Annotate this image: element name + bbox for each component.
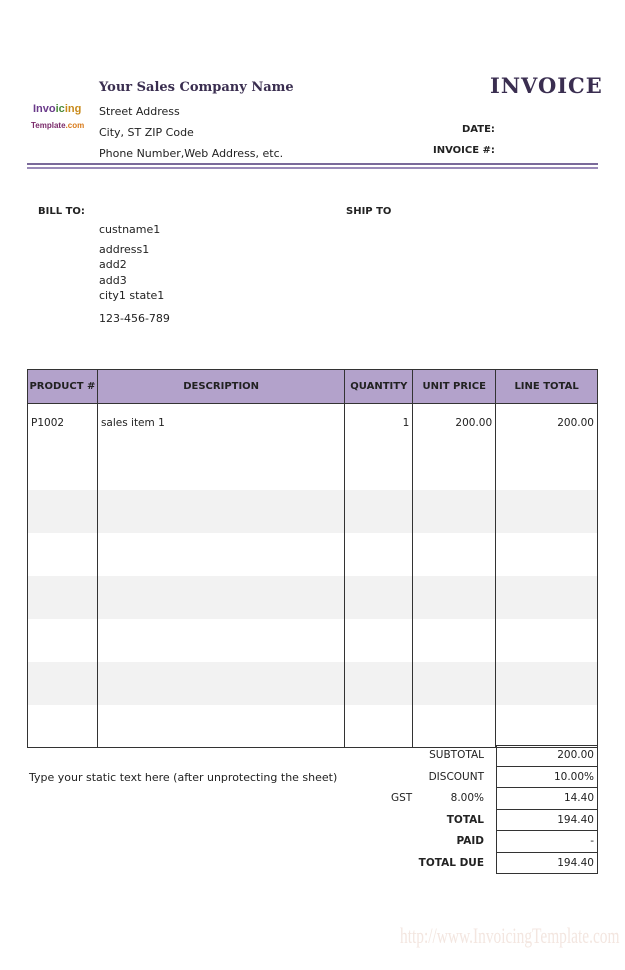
customer-add3: add3 — [99, 274, 127, 287]
cell-line-total[interactable] — [495, 618, 598, 662]
header-unit-price: UNIT PRICE — [412, 369, 497, 404]
subtotal-value: 200.00 — [496, 745, 598, 767]
table-row — [27, 575, 598, 619]
gst-rate: 8.00% — [450, 792, 484, 804]
subtotal-row: SUBTOTAL 200.00 — [340, 745, 598, 767]
total-value: 194.40 — [496, 809, 598, 831]
cell-unit-price[interactable] — [412, 575, 497, 619]
cell-line-total[interactable] — [495, 661, 598, 705]
cell-quantity[interactable] — [344, 575, 414, 619]
cell-unit-price[interactable] — [412, 489, 497, 533]
total-due-row: TOTAL DUE 194.40 — [340, 852, 598, 874]
customer-name: custname1 — [99, 223, 161, 236]
street-address: Street Address — [99, 105, 180, 118]
table-row — [27, 532, 598, 576]
discount-label: DISCOUNT — [428, 770, 484, 783]
cell-quantity[interactable] — [344, 532, 414, 576]
discount-value: 10.00% — [496, 766, 598, 788]
company-name: Your Sales Company Name — [99, 80, 294, 95]
paid-value: - — [496, 831, 598, 853]
ship-to-label: SHIP TO — [346, 206, 392, 217]
subtotal-label: SUBTOTAL — [429, 749, 484, 761]
cell-product[interactable] — [27, 489, 98, 533]
cell-description[interactable] — [96, 618, 346, 662]
cell-description[interactable] — [96, 489, 346, 533]
cell-product[interactable] — [27, 618, 98, 662]
table-row — [27, 489, 598, 533]
cell-unit-price[interactable] — [412, 704, 497, 748]
header-line-total: LINE TOTAL — [495, 369, 598, 404]
total-due-label: TOTAL DUE — [418, 856, 484, 869]
table-row: P1002 sales item 1 1 200.00 200.00 — [27, 403, 598, 447]
customer-phone: 123-456-789 — [99, 312, 170, 325]
cell-product[interactable] — [27, 575, 98, 619]
table-row — [27, 618, 598, 662]
cell-line-total[interactable] — [495, 575, 598, 619]
gst-row: GST 8.00% 14.40 — [340, 788, 598, 810]
bill-to-label: BILL TO: — [38, 206, 85, 217]
total-due-value: 194.40 — [496, 852, 598, 874]
cell-unit-price[interactable]: 200.00 — [412, 403, 497, 447]
paid-row: PAID - — [340, 831, 598, 853]
customer-city: city1 state1 — [99, 289, 165, 302]
cell-unit-price[interactable] — [412, 532, 497, 576]
invoice-title: INVOICE — [490, 73, 603, 98]
customer-address1: address1 — [99, 243, 150, 256]
cell-description[interactable] — [96, 704, 346, 748]
cell-line-total[interactable]: 200.00 — [495, 403, 598, 447]
table-row — [27, 446, 598, 490]
cell-description[interactable] — [96, 446, 346, 490]
table-row — [27, 704, 598, 748]
cell-description[interactable] — [96, 575, 346, 619]
cell-line-total[interactable] — [495, 532, 598, 576]
cell-quantity[interactable] — [344, 704, 414, 748]
table-row — [27, 661, 598, 705]
cell-product[interactable] — [27, 532, 98, 576]
cell-description[interactable] — [96, 661, 346, 705]
header-divider-2 — [27, 167, 598, 169]
cell-quantity[interactable]: 1 — [344, 403, 414, 447]
cell-description[interactable] — [96, 532, 346, 576]
phone-web: Phone Number,Web Address, etc. — [99, 147, 284, 160]
cell-quantity[interactable] — [344, 661, 414, 705]
cell-quantity[interactable] — [344, 618, 414, 662]
invoice-number-label: INVOICE #: — [433, 145, 495, 156]
total-label: TOTAL — [446, 813, 484, 826]
total-row: TOTAL 194.40 — [340, 809, 598, 831]
cell-product[interactable] — [27, 661, 98, 705]
cell-product[interactable]: P1002 — [27, 403, 98, 447]
cell-line-total[interactable] — [495, 446, 598, 490]
cell-quantity[interactable] — [344, 446, 414, 490]
cell-product[interactable] — [27, 446, 98, 490]
cell-product[interactable] — [27, 704, 98, 748]
static-text: Type your static text here (after unprot… — [29, 771, 338, 784]
cell-quantity[interactable] — [344, 489, 414, 533]
watermark: http://www.InvoicingTemplate.com — [400, 923, 620, 948]
cell-line-total[interactable] — [495, 489, 598, 533]
date-label: DATE: — [462, 124, 495, 135]
gst-value: 14.40 — [496, 788, 598, 810]
discount-row: DISCOUNT 10.00% — [340, 766, 598, 788]
city-zip: City, ST ZIP Code — [99, 126, 194, 139]
logo: Invoicing — [33, 103, 82, 115]
gst-label: GST — [391, 792, 413, 804]
cell-unit-price[interactable] — [412, 618, 497, 662]
cell-unit-price[interactable] — [412, 661, 497, 705]
cell-description[interactable]: sales item 1 — [96, 403, 346, 447]
items-table: PRODUCT # DESCRIPTION QUANTITY UNIT PRIC… — [27, 369, 598, 748]
header-description: DESCRIPTION — [96, 369, 346, 404]
cell-unit-price[interactable] — [412, 446, 497, 490]
header-divider — [27, 163, 598, 165]
customer-add2: add2 — [99, 258, 127, 271]
header-quantity: QUANTITY — [344, 369, 414, 404]
header-product: PRODUCT # — [27, 369, 98, 404]
paid-label: PAID — [456, 835, 484, 847]
logo-domain: Template.com — [31, 121, 85, 130]
cell-line-total[interactable] — [495, 704, 598, 748]
